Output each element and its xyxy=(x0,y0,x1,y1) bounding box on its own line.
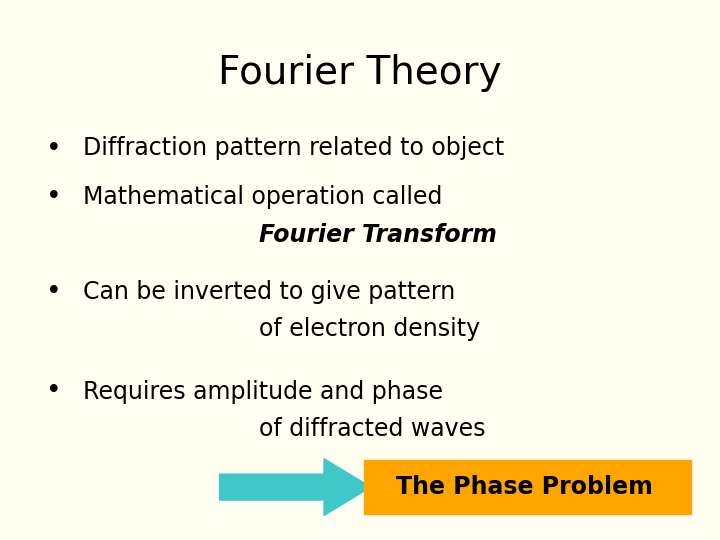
Text: Can be inverted to give pattern: Can be inverted to give pattern xyxy=(83,280,455,303)
Text: Fourier Theory: Fourier Theory xyxy=(218,54,502,92)
Text: of electron density: of electron density xyxy=(259,318,480,341)
Text: of diffracted waves: of diffracted waves xyxy=(259,417,486,441)
FancyArrow shape xyxy=(220,459,371,515)
Text: The Phase Problem: The Phase Problem xyxy=(396,475,652,499)
Text: •: • xyxy=(46,184,62,210)
Text: •: • xyxy=(46,279,62,305)
Text: •: • xyxy=(46,136,62,161)
Text: Diffraction pattern related to object: Diffraction pattern related to object xyxy=(83,137,504,160)
Text: Requires amplitude and phase: Requires amplitude and phase xyxy=(83,380,443,403)
FancyBboxPatch shape xyxy=(364,460,691,514)
Text: Mathematical operation called: Mathematical operation called xyxy=(83,185,442,209)
Text: Fourier Transform: Fourier Transform xyxy=(259,223,497,247)
Text: •: • xyxy=(46,379,62,404)
